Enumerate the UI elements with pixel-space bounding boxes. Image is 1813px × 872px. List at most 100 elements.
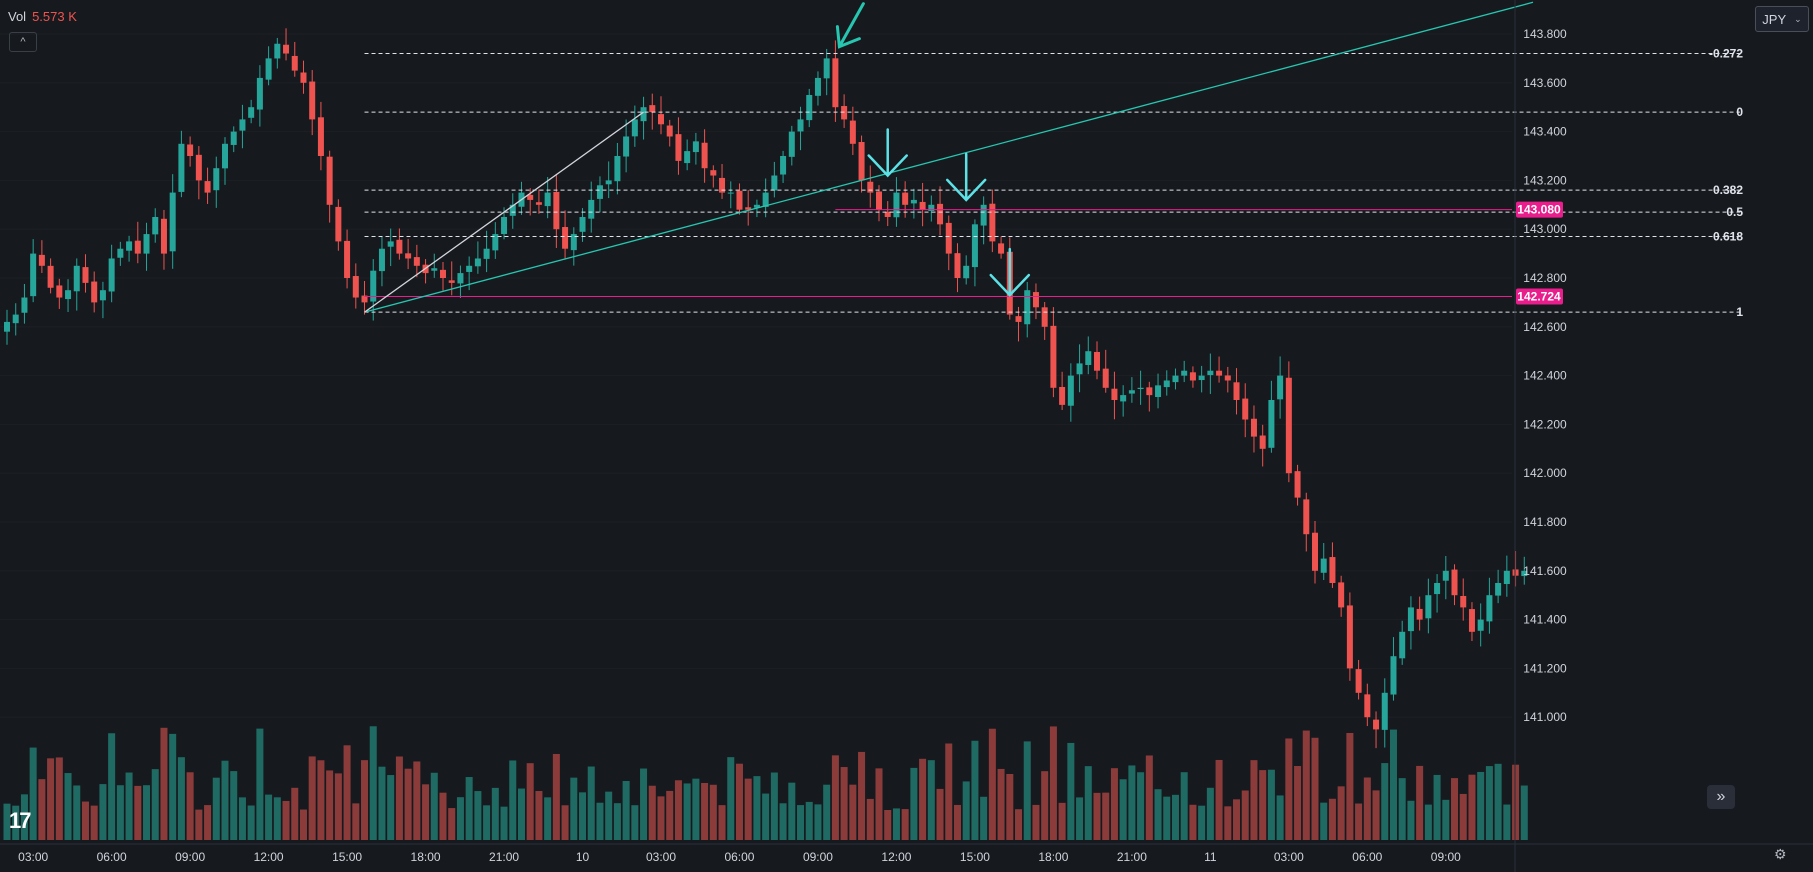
gear-icon[interactable]: ⚙	[1774, 846, 1787, 862]
time-tick-label: 03:00	[1274, 850, 1304, 864]
candle-body	[1041, 307, 1048, 327]
candle-body	[30, 253, 37, 297]
candle-body	[1294, 471, 1301, 498]
volume-bar	[1049, 726, 1057, 840]
volume-bar	[535, 791, 543, 840]
volume-bar	[735, 763, 743, 840]
volume-bar	[613, 803, 621, 840]
time-tick-label: 03:00	[18, 850, 48, 864]
volume-bar	[709, 784, 717, 840]
candle-body	[937, 203, 944, 225]
candle-body	[1277, 375, 1284, 400]
scroll-to-realtime-button[interactable]: »	[1707, 785, 1735, 809]
price-label-text: 143.080	[1517, 203, 1561, 217]
volume-bar	[204, 805, 212, 840]
candle-body	[553, 191, 560, 230]
volume-bar	[143, 785, 151, 840]
candle-body	[544, 192, 551, 207]
candle-body	[1216, 370, 1223, 376]
volume-bar	[1485, 766, 1493, 840]
candle-body	[1329, 557, 1336, 583]
volume-bar	[491, 787, 499, 840]
price-label-text: 142.724	[1517, 290, 1561, 304]
volume-bar	[674, 780, 682, 840]
candle-body	[1207, 370, 1214, 376]
volume-bar	[579, 792, 587, 840]
fib-level-label: 0.382	[1713, 183, 1743, 197]
candle-body	[1059, 386, 1066, 405]
volume-bar	[273, 797, 281, 840]
volume-bar	[875, 768, 883, 840]
candle-body	[1460, 595, 1467, 608]
tradingview-logo[interactable]: 17	[9, 808, 32, 833]
candle-body	[1399, 631, 1406, 659]
candle-body	[1390, 656, 1397, 695]
candle-body	[1486, 595, 1493, 622]
candle-body	[971, 224, 978, 268]
volume-bar	[640, 768, 648, 840]
candle-body	[893, 192, 900, 218]
trendlines[interactable]	[364, 1, 1534, 313]
candle-body	[1495, 583, 1502, 596]
volume-bar	[892, 808, 900, 840]
volume-bar	[343, 745, 351, 840]
volume-bar	[692, 778, 700, 840]
price-tick-label: 141.000	[1523, 710, 1567, 724]
candle-body	[1442, 570, 1449, 581]
candle-body	[195, 154, 202, 181]
candle-body	[684, 151, 691, 164]
volume-bar	[1058, 802, 1066, 840]
currency-selector[interactable]: JPY ⌄	[1755, 6, 1809, 32]
horizontal-levels[interactable]	[364, 209, 1512, 298]
volume-bar	[1398, 778, 1406, 840]
volume-bar	[1337, 786, 1345, 840]
volume-bar	[1328, 798, 1336, 840]
price-tick-label: 142.800	[1523, 271, 1567, 285]
candle-body	[666, 125, 673, 137]
volume-bar	[1128, 765, 1136, 840]
volume-bar	[1093, 792, 1101, 840]
candle-body	[1076, 363, 1083, 375]
time-axis[interactable]: 03:00 06:00 09:00 12:00 15:00 18:00 21:00 10 03:…	[0, 843, 1813, 864]
collapse-legend-button[interactable]: ^	[9, 32, 37, 52]
volume-bar	[465, 777, 473, 840]
candle-body	[614, 156, 621, 182]
volume-bar	[509, 760, 517, 840]
candle-body	[509, 204, 516, 216]
volume-bar	[1259, 770, 1267, 840]
volume-bar	[1198, 805, 1206, 840]
candle-body	[448, 280, 455, 283]
volume-bar	[884, 809, 892, 840]
volume-bar	[352, 803, 360, 840]
volume-bar	[3, 803, 11, 840]
volume-bar	[430, 772, 438, 840]
volume-bar	[12, 805, 20, 840]
price-tick-label: 143.400	[1523, 125, 1567, 139]
candle-body	[658, 114, 664, 125]
volume-bar	[1250, 760, 1258, 840]
volume-bar	[1189, 804, 1197, 840]
volume-bar	[1512, 764, 1520, 840]
fibonacci-retracement[interactable]: -0.272 0 0.382 0.5 0.618 1	[364, 47, 1744, 320]
candle-body	[902, 192, 909, 205]
candle-body	[230, 131, 237, 145]
volume-bar	[1363, 777, 1371, 840]
volume-bar	[823, 784, 831, 840]
volume-bar	[1285, 738, 1293, 840]
candle-body	[588, 199, 595, 219]
candle-body	[344, 240, 351, 278]
candle-body	[1355, 669, 1362, 693]
candle-body	[1468, 609, 1475, 632]
candle-body	[352, 276, 359, 298]
candle-body	[187, 144, 194, 156]
chart-grid	[0, 33, 1512, 718]
time-tick-label: 06:00	[97, 850, 127, 864]
price-axis[interactable]: 143.800 143.600 143.400 143.200 143.000 142.8…	[1514, 0, 1567, 872]
volume-bar	[797, 805, 805, 840]
candle-body	[309, 81, 316, 120]
candle-body	[788, 131, 795, 157]
volume-bar	[483, 805, 491, 840]
volume-bar	[1110, 768, 1118, 840]
price-tick-label: 142.200	[1523, 417, 1567, 431]
